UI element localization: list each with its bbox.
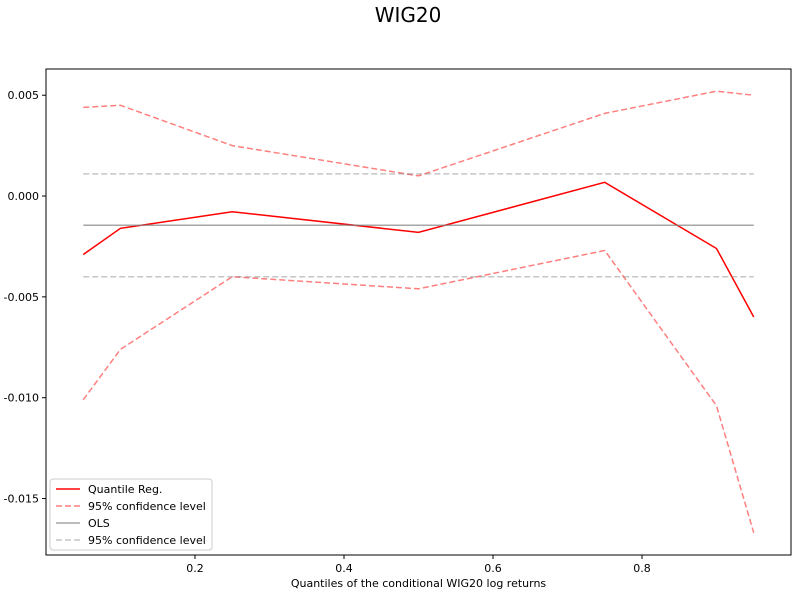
legend-label: 95% confidence level [88, 534, 206, 547]
series-line-0 [82, 181, 755, 318]
x-axis-ticks: 0.2 0.4 0.6 0.8 [186, 555, 651, 575]
y-tick-label: -0.005 [4, 291, 39, 304]
x-axis-label: Quantiles of the conditional WIG20 log r… [291, 577, 547, 590]
legend-label: Quantile Reg. [88, 483, 162, 496]
y-axis-ticks: 0.005 0.000 -0.005 -0.010 -0.015 [4, 89, 46, 506]
x-tick-label: 0.6 [484, 562, 502, 575]
chart-title: WIG20 [375, 3, 442, 27]
series-line-1 [83, 90, 754, 177]
legend-frame [49, 478, 213, 551]
plot-frame [45, 68, 792, 556]
legend: Quantile Reg. 95% confidence level OLS 95% … [49, 478, 213, 551]
y-tick-label: 0.005 [8, 89, 40, 102]
series-line-2 [82, 249, 755, 534]
series-layer [82, 90, 755, 534]
x-tick-label: 0.2 [186, 562, 204, 575]
y-tick-label: -0.015 [4, 493, 39, 506]
x-tick-label: 0.8 [633, 562, 651, 575]
legend-label: OLS [88, 517, 110, 530]
legend-label: 95% confidence level [88, 500, 206, 513]
y-tick-label: -0.010 [4, 392, 39, 405]
x-tick-label: 0.4 [335, 562, 353, 575]
y-tick-label: 0.000 [8, 190, 40, 203]
